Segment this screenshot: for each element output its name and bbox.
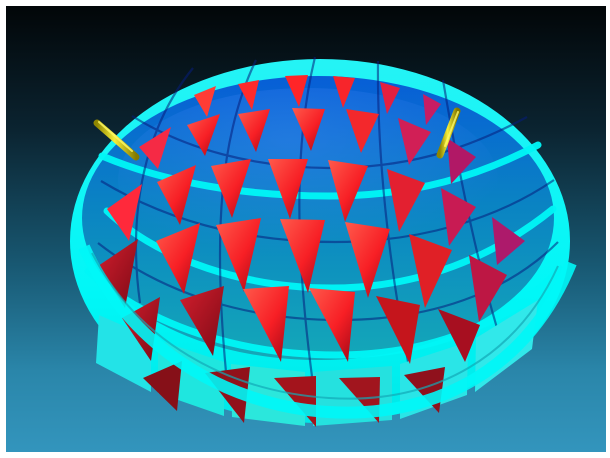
tile-row-top-6: [423, 94, 441, 125]
red-lattice-tiles: [98, 75, 525, 427]
render-viewport: [6, 6, 606, 452]
right-yellow-rod: [436, 107, 461, 159]
tile-row-2-5: [346, 109, 379, 153]
tile-row-4-1: [98, 239, 138, 308]
tile-row-2-4: [292, 108, 325, 151]
tile-row-4-4: [280, 219, 325, 293]
tile-row-2-3: [238, 109, 270, 152]
tile-row-3-7: [441, 188, 476, 246]
tile-row-top-3: [285, 75, 308, 107]
tile-row-top-2: [238, 80, 259, 110]
tile-row-5-6: [438, 309, 480, 362]
tile-row-2-7: [447, 138, 476, 184]
tile-row-3-1: [107, 184, 142, 241]
tile-row-top-4: [333, 76, 355, 108]
tile-row-2-2: [187, 114, 220, 156]
tile-row-3-4: [268, 159, 308, 219]
band-3: [98, 141, 542, 200]
tile-row-2-6: [398, 118, 431, 165]
tile-row-5-2: [180, 286, 224, 356]
lattice-line-4: [134, 67, 194, 304]
lattice-line-2: [100, 179, 555, 244]
tile-row-4-6: [409, 234, 452, 308]
yellow-rods: [93, 107, 461, 161]
tile-row-2: [139, 108, 476, 184]
rim-edge-shadow: [91, 252, 559, 400]
lattice-line-1: [131, 115, 528, 170]
tile-row-4-7: [469, 255, 507, 322]
tile-row-3-8: [492, 217, 525, 265]
left-yellow-rod: [93, 119, 140, 161]
tile-row-5-4: [309, 288, 355, 362]
tile-row-3-6: [387, 169, 425, 232]
tile-row-top-1: [194, 86, 216, 117]
rim-edge-top: [78, 244, 577, 419]
tile-row-top-5: [380, 82, 400, 114]
lower-rim-edge: [78, 244, 577, 419]
lattice-line-6: [298, 56, 317, 385]
tile-row-5-5: [376, 296, 420, 364]
tile-row-4-5: [345, 222, 390, 298]
tile-row-top: [194, 75, 441, 125]
tile-row-4-3: [216, 218, 261, 292]
ellipsoid-scene: [70, 56, 577, 427]
tile-row-4-2: [156, 223, 200, 294]
tile-row-5: [122, 286, 480, 364]
tile-row-4: [98, 218, 507, 322]
tile-row-3: [107, 159, 525, 265]
tile-row-2-1: [139, 127, 171, 169]
tile-row-3-5: [328, 160, 368, 222]
tile-row-bottom-1: [143, 361, 182, 411]
tile-row-5-3: [243, 286, 289, 362]
tile-row-3-3: [211, 159, 251, 218]
tile-row-3-2: [157, 165, 196, 225]
